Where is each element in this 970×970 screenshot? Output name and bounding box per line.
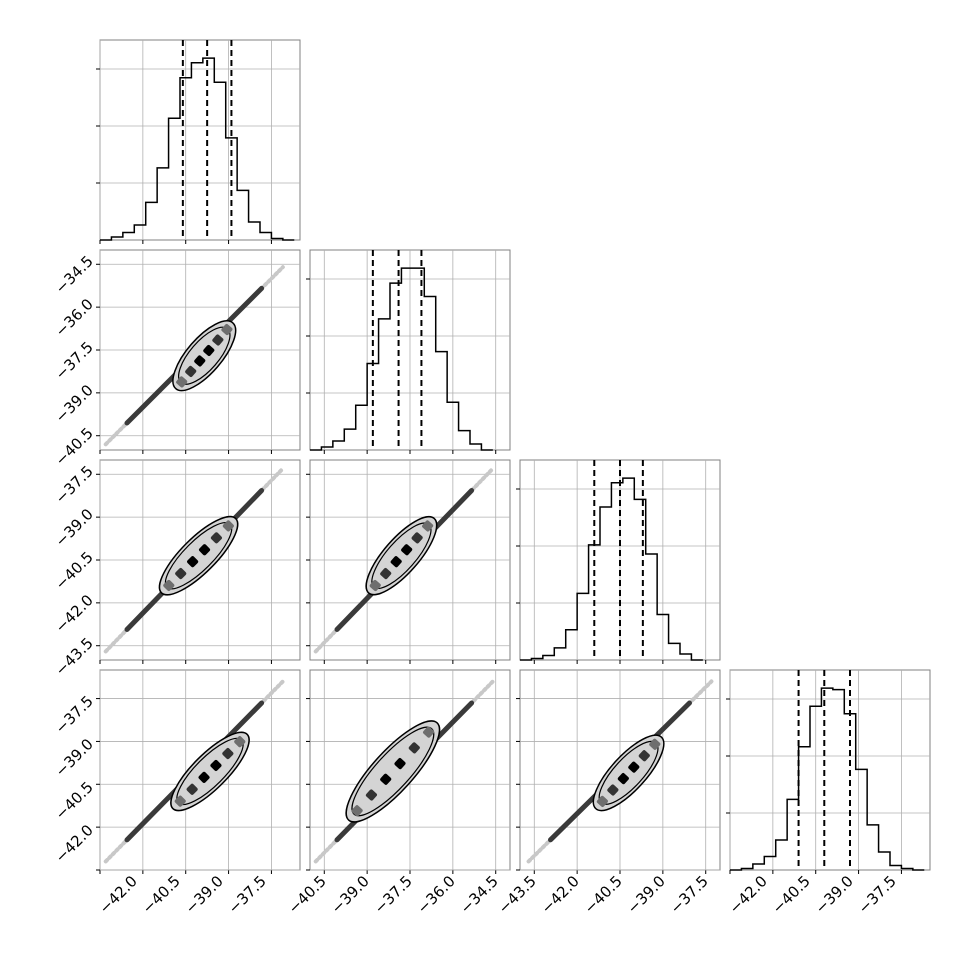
density-block (163, 579, 175, 592)
density-block (422, 520, 434, 532)
density-block (185, 365, 197, 377)
panels (96, 39, 931, 874)
histogram-step (100, 57, 295, 241)
density-block (423, 726, 435, 738)
hist-2-panel (306, 249, 511, 454)
panel-frame (729, 669, 931, 871)
density-block (176, 376, 188, 388)
density-block (617, 773, 629, 785)
joint-2-1-panel (96, 249, 301, 454)
density-block (203, 344, 215, 357)
density-block (222, 748, 234, 760)
density-block (638, 750, 650, 762)
density-block (175, 568, 187, 580)
density-block (234, 736, 246, 748)
joint-4-2-panel (306, 669, 511, 874)
histogram-step (520, 477, 703, 661)
contour-inner (351, 726, 435, 817)
hist-4-panel (726, 669, 931, 874)
histogram-step (310, 267, 493, 451)
joint-4-3-panel (516, 669, 721, 874)
density-block (411, 532, 423, 544)
density-block (212, 334, 224, 346)
density-block (194, 355, 206, 367)
joint-3-1-panel (96, 459, 301, 664)
density-block (649, 738, 661, 750)
density-block (198, 771, 210, 783)
density-block (607, 784, 619, 796)
density-block (365, 789, 377, 801)
hist-3-panel (516, 459, 721, 664)
panel-frame (99, 39, 301, 241)
density-block (390, 556, 402, 568)
density-block (401, 544, 413, 556)
density-block (222, 520, 234, 532)
density-block (408, 742, 420, 754)
density-block (210, 759, 222, 772)
density-block (394, 758, 406, 770)
density-block (369, 579, 381, 592)
density-block (187, 556, 199, 568)
density-block (380, 568, 392, 580)
density-block (351, 805, 363, 817)
joint-4-1-panel (96, 669, 301, 874)
density-block (628, 761, 640, 773)
joint-3-2-panel (306, 459, 511, 664)
hist-1-panel (96, 39, 301, 244)
density-block (198, 544, 211, 556)
density-block (210, 532, 222, 544)
density-block (174, 795, 186, 807)
density-block (186, 783, 198, 795)
density-block (596, 795, 608, 807)
density-block (221, 323, 233, 336)
density-block (380, 773, 392, 785)
histogram-step (730, 687, 925, 871)
